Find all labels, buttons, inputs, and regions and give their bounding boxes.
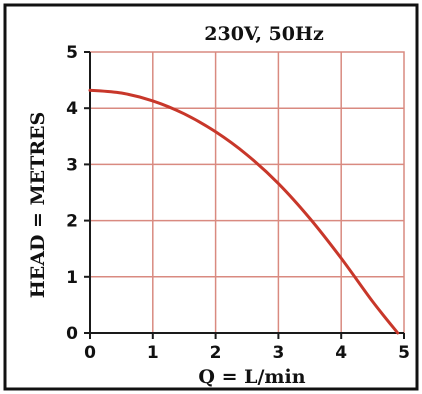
y-tick-label: 0: [66, 324, 78, 344]
x-tick-label: 4: [335, 343, 347, 363]
y-tick-label: 5: [66, 43, 78, 63]
x-tick-label: 2: [210, 343, 222, 363]
y-tick-label: 4: [66, 99, 78, 119]
y-axis-label: HEAD = METRES: [27, 112, 49, 298]
series-layer: [88, 88, 400, 335]
y-tick-label: 3: [66, 155, 78, 175]
grid: [90, 52, 404, 333]
x-tick-label: 5: [398, 343, 410, 363]
pump-curve-line: [88, 88, 400, 335]
x-axis-label: Q = L/min: [198, 366, 305, 388]
chart-border: [3, 3, 419, 391]
chart-title: 230V, 50Hz: [204, 23, 324, 45]
y-tick-labels: 0 1 2 3 4 5: [66, 43, 90, 344]
y-tick-label: 1: [66, 268, 78, 288]
x-tick-label: 3: [272, 343, 284, 363]
x-tick-label: 1: [147, 343, 159, 363]
x-tick-label: 0: [84, 343, 96, 363]
x-tick-labels: 0 1 2 3 4 5: [84, 333, 410, 363]
axes: [89, 52, 404, 334]
y-tick-label: 2: [66, 212, 78, 232]
